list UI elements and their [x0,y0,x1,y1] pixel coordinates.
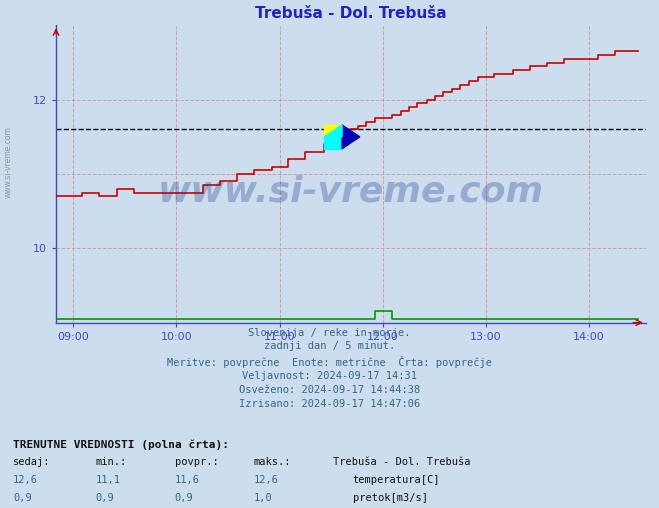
Text: 12,6: 12,6 [254,475,279,485]
Text: povpr.:: povpr.: [175,457,218,467]
Text: Trebuša - Dol. Trebuša: Trebuša - Dol. Trebuša [333,457,471,467]
Text: maks.:: maks.: [254,457,291,467]
Text: 0,9: 0,9 [13,493,32,503]
Text: sedaj:: sedaj: [13,457,51,467]
Text: Slovenija / reke in morje.
zadnji dan / 5 minut.
Meritve: povprečne  Enote: metr: Slovenija / reke in morje. zadnji dan / … [167,328,492,408]
Text: temperatura[C]: temperatura[C] [353,475,440,485]
Text: 1,0: 1,0 [254,493,272,503]
Polygon shape [324,125,342,137]
Text: www.si-vreme.com: www.si-vreme.com [3,126,13,199]
Text: 0,9: 0,9 [96,493,114,503]
Text: min.:: min.: [96,457,127,467]
Text: www.si-vreme.com: www.si-vreme.com [158,175,544,209]
Polygon shape [324,125,342,137]
Polygon shape [342,125,360,149]
Text: pretok[m3/s]: pretok[m3/s] [353,493,428,503]
Text: 12,6: 12,6 [13,475,38,485]
Title: Trebuša - Dol. Trebuša: Trebuša - Dol. Trebuša [255,7,447,21]
Text: 11,6: 11,6 [175,475,200,485]
Text: 11,1: 11,1 [96,475,121,485]
Text: 0,9: 0,9 [175,493,193,503]
Text: TRENUTNE VREDNOSTI (polna črta):: TRENUTNE VREDNOSTI (polna črta): [13,439,229,450]
Polygon shape [324,137,342,149]
